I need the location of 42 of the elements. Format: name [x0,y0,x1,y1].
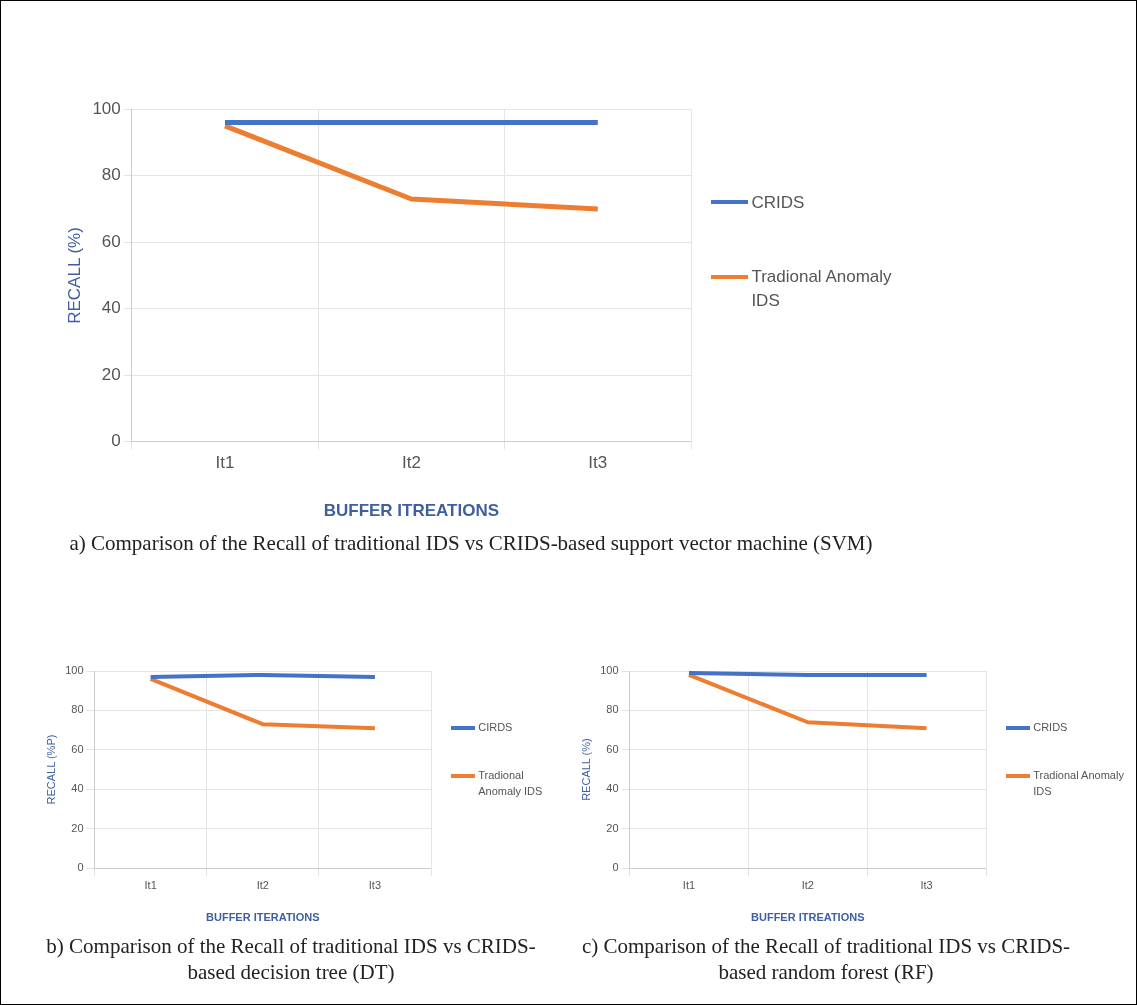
x-tick-label: It1 [144,878,157,891]
legend-label: CRIDS [1033,719,1068,735]
y-tick-label: 60 [606,742,619,755]
y-tick-label: 40 [101,298,121,318]
x-tick-label: It2 [401,452,421,472]
y-tick-label: 60 [101,231,121,251]
x-tick-label: It3 [920,878,933,891]
y-axis-title: RECALL (%) [64,227,84,324]
y-tick-label: 100 [600,664,619,677]
text: c) Comparison of the Recall of traditional IDS vs CRIDS-based random forest (RF) [580,933,1072,985]
y-tick-label: 80 [606,703,619,716]
x-axis-title: BUFFER ITERATIONS [206,911,320,924]
legend-label: CIRDS [478,719,513,735]
y-tick-label: 0 [111,431,121,451]
text: a) Comparison of the Recall of traditional IDS vs CRIDS-based support vector machine (SVM) [68,530,874,556]
legend-label: CRIDS [751,191,805,214]
y-axis-title: RECALL (%) [579,738,592,801]
y-tick-label: 80 [71,703,84,716]
y-tick-label: 0 [612,861,619,874]
y-tick-label: 0 [77,861,84,874]
legend-label: Tradional Anomaly IDS [1033,768,1125,799]
y-tick-label: 100 [65,664,84,677]
x-tick-label: It2 [801,878,814,891]
x-tick-label: It2 [256,878,269,891]
x-axis-title: BUFFER ITREATIONS [751,911,865,924]
y-tick-label: 20 [71,821,84,834]
x-tick-label: It1 [682,878,696,891]
y-tick-label: 20 [606,821,619,834]
x-axis-title: BUFFER ITREATIONS [323,501,500,521]
y-tick-label: 60 [71,742,84,755]
y-tick-label: 40 [71,782,84,795]
x-tick-label: It1 [215,452,235,472]
y-tick-label: 40 [606,782,619,795]
text: b) Comparison of the Recall of traditional IDS vs CRIDS-based decision tree (DT) [45,933,537,985]
y-tick-label: 20 [101,364,121,384]
x-tick-label: It3 [368,878,382,891]
y-axis-title: RECALL (%P) [44,734,57,805]
y-tick-label: 100 [92,98,121,118]
legend-label: Tradional Anomaly IDS [478,768,544,799]
y-tick-label: 80 [101,165,121,185]
x-tick-label: It3 [588,452,608,472]
legend-label: Tradional Anomaly IDS [751,266,893,313]
